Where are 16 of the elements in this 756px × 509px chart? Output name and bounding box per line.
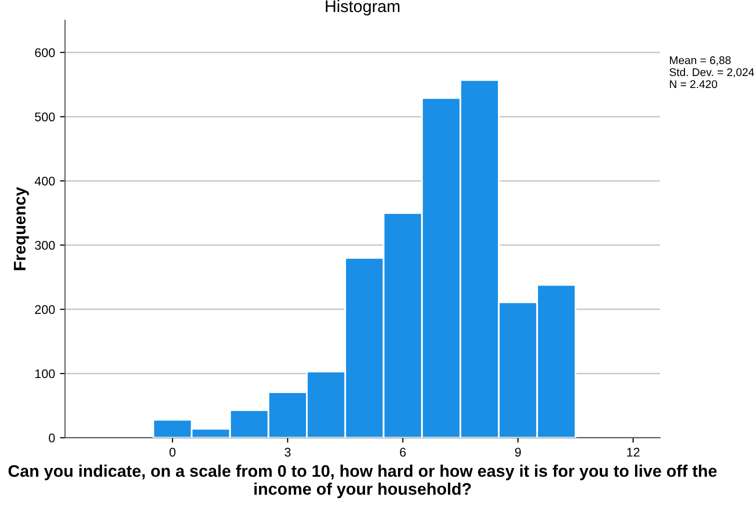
- text: Mean = 6,88 Std. Dev. = 2,024 N = 2.420: [670, 56, 754, 88]
- y-tick-label: 500: [34, 112, 55, 122]
- y-tick-label: 300: [34, 240, 55, 250]
- y-axis-title: Frequency: [14, 186, 29, 270]
- x-tick-label: 9: [515, 448, 521, 457]
- x-axis-title: Can you indicate, on a scale from 0 to 10, how hard or how easy it is for you to live off the income of your household?: [8, 464, 717, 498]
- x-tick-label: 12: [627, 448, 640, 457]
- chart-title: Histogram: [326, 0, 400, 16]
- y-tick-label: 200: [35, 305, 55, 314]
- y-tick-label: 100: [35, 369, 55, 378]
- x-tick-label: 0: [170, 448, 176, 457]
- y-tick-label: 400: [34, 176, 55, 186]
- x-tick-label: 3: [284, 448, 291, 457]
- y-tick-label: 0: [48, 434, 55, 442]
- y-tick-label: 600: [35, 48, 55, 58]
- x-tick-label: 6: [400, 448, 406, 457]
